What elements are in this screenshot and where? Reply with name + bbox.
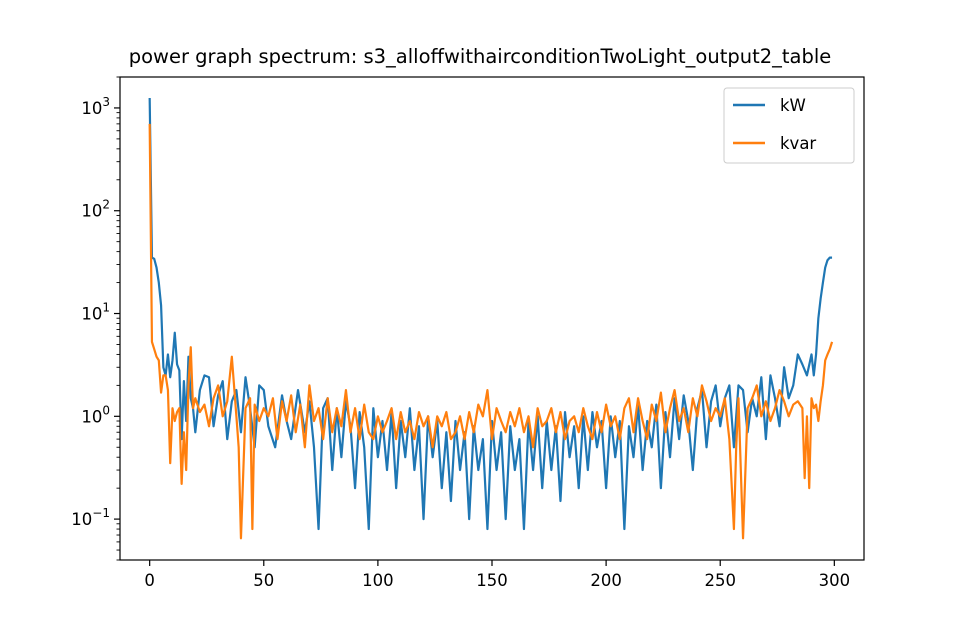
series-line-kw: [148, 97, 833, 531]
y-axis: 10−1 100 101 102 103: [71, 76, 120, 561]
x-tick-label: 200: [590, 571, 622, 590]
x-tick-label: 0: [144, 571, 155, 590]
y-tick-label: 100: [81, 403, 110, 426]
x-tick-label: 250: [704, 571, 736, 590]
series-lines: [148, 97, 834, 540]
x-tick-label: 50: [253, 571, 274, 590]
chart-title: power graph spectrum: s3_alloffwithairco…: [129, 45, 832, 68]
legend-label-kw: kW: [780, 96, 806, 115]
y-tick-label: 102: [81, 198, 110, 221]
y-tick-label: 101: [81, 301, 110, 324]
legend: kW kvar: [723, 87, 855, 164]
x-tick-label: 150: [476, 571, 508, 590]
y-tick-label: 103: [81, 95, 110, 118]
y-tick-label: 10−1: [71, 506, 110, 529]
x-tick-label: 100: [362, 571, 394, 590]
x-tick-label: 300: [819, 571, 851, 590]
x-axis: 0 50 100 150 200 250 300: [144, 560, 850, 590]
series-line-kvar: [148, 123, 834, 540]
legend-label-kvar: kvar: [780, 134, 816, 153]
